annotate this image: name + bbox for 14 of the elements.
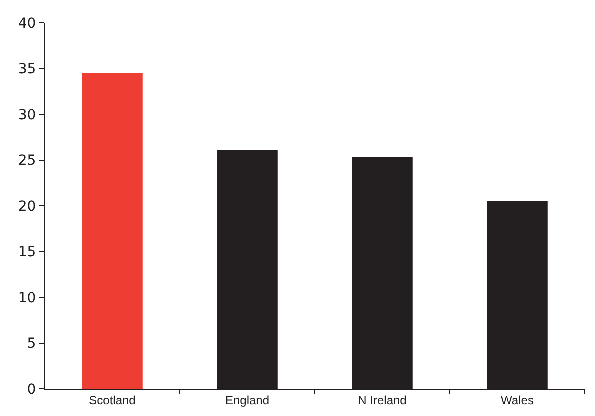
y-tick-label: 10 (18, 290, 36, 306)
y-tick-label: 15 (18, 244, 36, 261)
x-tick-label: Wales (501, 393, 534, 408)
y-tick-label: 20 (18, 198, 36, 215)
x-tick-label: England (225, 393, 270, 408)
y-tick-label: 5 (27, 336, 36, 352)
x-tick-label: Scotland (89, 393, 136, 408)
y-tick-label: 30 (18, 107, 36, 124)
y-tick-label: 35 (18, 62, 36, 78)
y-tick-label: 40 (18, 16, 36, 32)
x-tick-label: N Ireland (358, 393, 407, 408)
bar (82, 73, 143, 389)
y-tick-label: 25 (18, 153, 36, 170)
y-tick-label: 0 (27, 382, 36, 398)
